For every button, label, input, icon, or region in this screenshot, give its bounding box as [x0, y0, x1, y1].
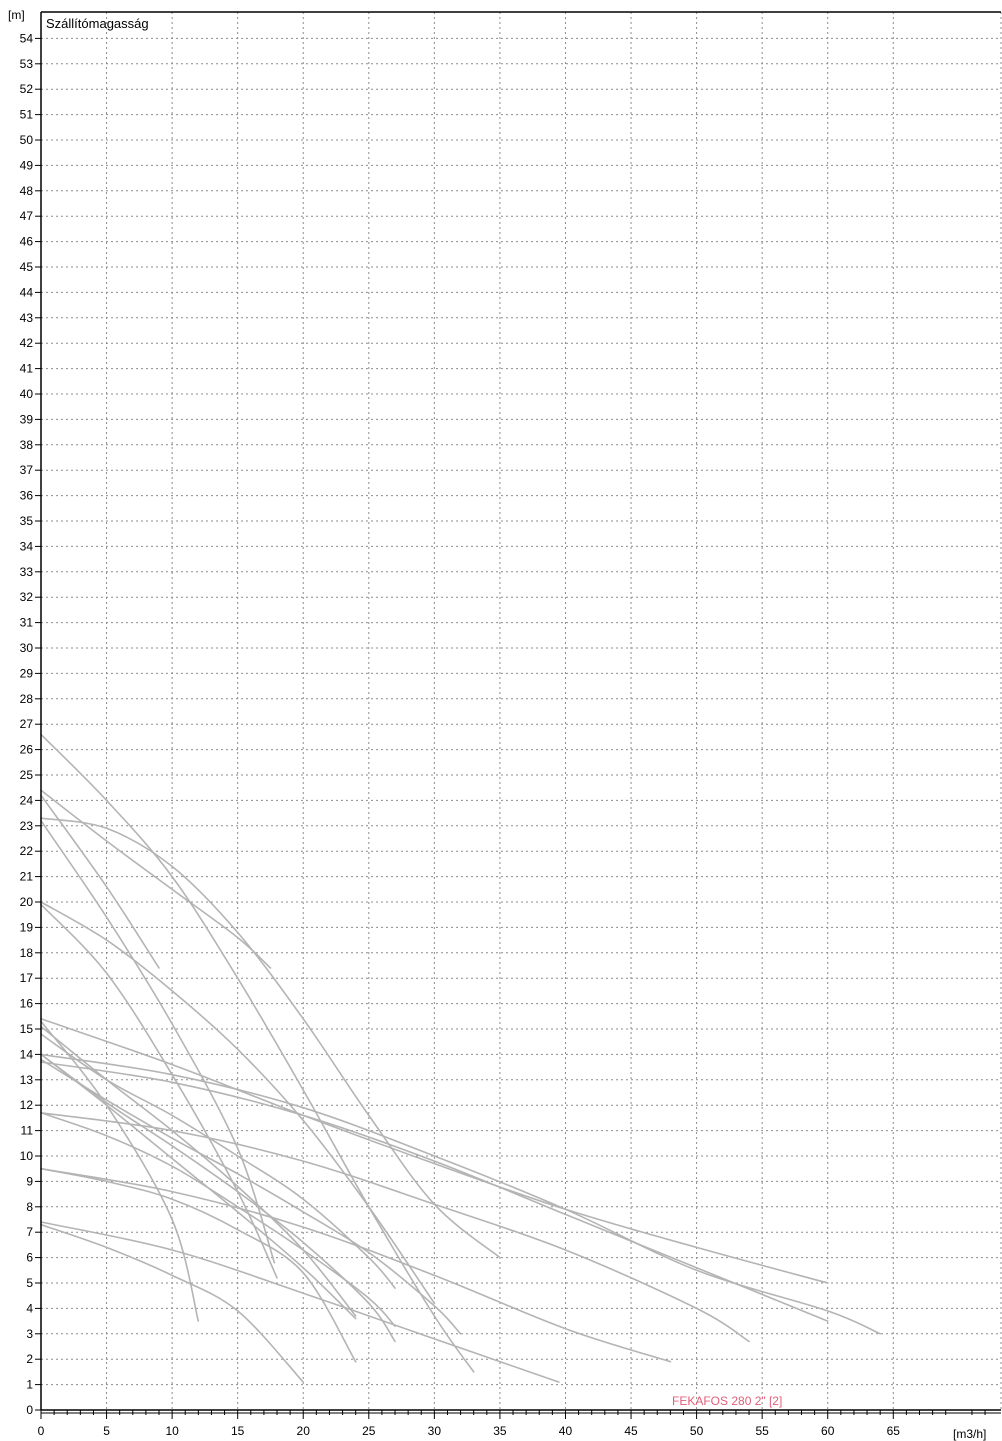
y-tick-label: 9	[26, 1174, 33, 1188]
x-tick-label: 65	[887, 1424, 901, 1438]
y-tick-label: 37	[20, 463, 34, 477]
y-tick-label: 29	[20, 666, 34, 680]
y-tick-label: 11	[21, 1124, 34, 1138]
y-tick-label: 23	[20, 819, 34, 833]
pump-curve	[40, 1018, 829, 1284]
y-tick-label: 17	[20, 971, 34, 985]
x-tick-label: 0	[38, 1424, 45, 1438]
x-tick-label: 10	[165, 1424, 179, 1438]
x-tick-label: 20	[297, 1424, 311, 1438]
y-tick-label: 15	[20, 1022, 34, 1036]
y-tick-label: 49	[20, 158, 34, 172]
y-tick-label: 10	[20, 1149, 34, 1163]
pump-curve	[40, 1223, 304, 1383]
y-tick-label: 6	[26, 1251, 33, 1265]
x-tick-label: 5	[103, 1424, 110, 1438]
pump-curve	[40, 1053, 357, 1320]
y-tick-label: 46	[20, 235, 34, 249]
y-tick-label: 24	[20, 793, 34, 807]
selected-pump-label: FEKAFOS 280 2" [2]	[672, 1394, 782, 1408]
x-tick-label: 25	[362, 1424, 376, 1438]
pump-curve	[40, 817, 501, 1259]
y-tick-label: 7	[26, 1225, 33, 1239]
x-tick-label: 50	[690, 1424, 704, 1438]
y-tick-label: 5	[26, 1276, 33, 1290]
x-tick-label: 30	[428, 1424, 442, 1438]
x-tick-label: 45	[624, 1424, 638, 1438]
y-tick-label: 4	[26, 1301, 33, 1315]
y-tick-label: 30	[20, 641, 34, 655]
pump-curve	[40, 733, 475, 1373]
y-tick-label: 18	[20, 946, 34, 960]
y-tick-label: 44	[20, 285, 34, 299]
y-tick-label: 48	[20, 184, 34, 198]
y-tick-label: 40	[20, 387, 34, 401]
pump-curve	[40, 819, 276, 1264]
pump-curve	[40, 789, 272, 969]
y-axis-unit-label: [m]	[8, 8, 25, 22]
y-tick-label: 21	[20, 870, 34, 884]
y-tick-label: 32	[20, 590, 34, 604]
y-tick-label: 38	[20, 438, 34, 452]
y-tick-label: 28	[20, 692, 34, 706]
y-tick-label: 35	[20, 514, 34, 528]
y-tick-label: 1	[26, 1378, 33, 1392]
x-tick-label: 40	[559, 1424, 573, 1438]
x-tick-label: 60	[821, 1424, 835, 1438]
y-tick-label: 25	[20, 768, 34, 782]
label-layer: [m] Szállítómagasság [m3/h] FEKAFOS 280 …	[8, 8, 986, 1441]
y-tick-label: 41	[20, 362, 34, 376]
y-tick-label: 27	[20, 717, 34, 731]
y-tick-label: 20	[20, 895, 34, 909]
chart-title: Szállítómagasság	[46, 16, 149, 31]
axis-layer: 0123456789101112131415161718192021222324…	[20, 11, 1001, 1438]
y-tick-label: 3	[26, 1327, 33, 1341]
y-tick-label: 19	[20, 920, 34, 934]
x-tick-label: 15	[231, 1424, 245, 1438]
pump-curve	[40, 794, 160, 969]
y-tick-label: 14	[20, 1047, 34, 1061]
pump-curve	[40, 901, 436, 1305]
pump-curve	[40, 1112, 396, 1327]
y-tick-label: 2	[26, 1352, 33, 1366]
y-tick-label: 50	[20, 133, 34, 147]
y-tick-label: 22	[20, 844, 34, 858]
y-tick-label: 47	[20, 209, 34, 223]
pump-curve	[40, 1167, 672, 1363]
y-tick-label: 34	[20, 539, 34, 553]
x-tick-label: 55	[755, 1424, 769, 1438]
y-tick-label: 8	[26, 1200, 33, 1214]
y-tick-label: 12	[20, 1098, 34, 1112]
pump-curve	[40, 1167, 357, 1363]
y-tick-label: 36	[20, 489, 34, 503]
y-tick-label: 45	[20, 260, 34, 274]
pump-curve	[40, 1020, 200, 1322]
y-tick-label: 16	[20, 997, 34, 1011]
y-tick-label: 51	[20, 108, 34, 122]
curve-layer	[40, 733, 881, 1383]
pump-curve	[40, 1058, 462, 1335]
pump-curve	[40, 1025, 357, 1317]
y-tick-label: 53	[20, 57, 34, 71]
y-tick-label: 0	[26, 1403, 33, 1417]
pump-curve	[40, 1061, 829, 1322]
y-tick-label: 42	[20, 336, 34, 350]
y-tick-label: 54	[20, 31, 34, 45]
pump-curve	[40, 1053, 396, 1343]
y-tick-label: 31	[20, 616, 34, 630]
y-tick-label: 52	[20, 82, 34, 96]
y-tick-label: 43	[20, 311, 34, 325]
x-axis-unit-label: [m3/h]	[953, 1427, 986, 1441]
x-tick-label: 35	[493, 1424, 507, 1438]
y-tick-label: 33	[20, 565, 34, 579]
pump-curve	[40, 1221, 560, 1383]
y-tick-label: 39	[20, 412, 34, 426]
y-tick-label: 26	[20, 743, 34, 757]
pump-curve	[40, 1053, 881, 1335]
y-tick-label: 13	[20, 1073, 34, 1087]
